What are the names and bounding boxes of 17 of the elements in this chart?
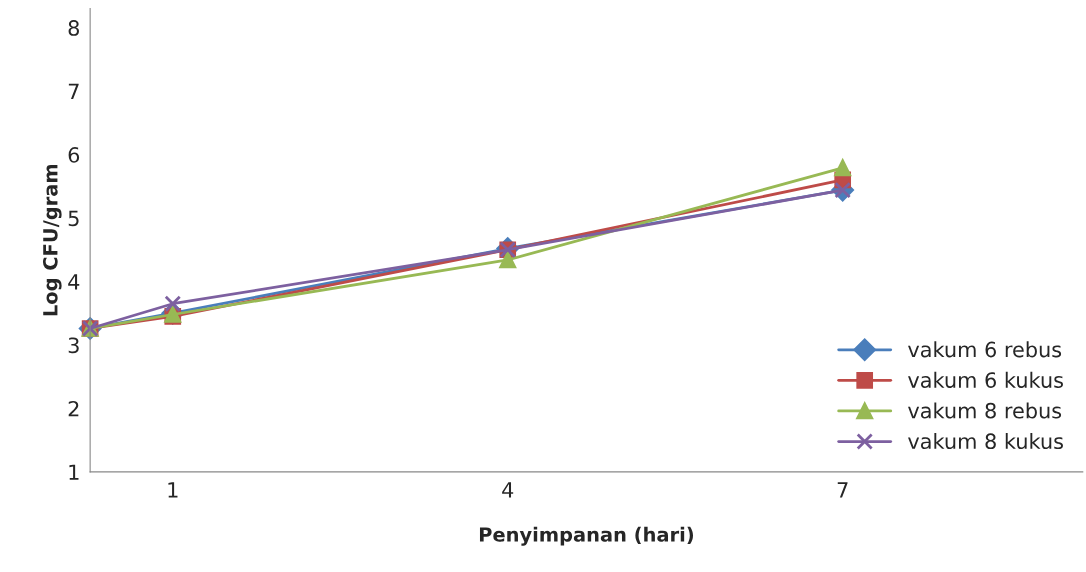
legend-label: vakum 6 kukus [908,371,1063,388]
y-tick-label: 1 [69,464,79,480]
x-tick-label: 1 [168,482,178,498]
y-tick-label: 6 [68,147,80,163]
y-tick-label: 8 [68,20,79,36]
x-tick-label: 7 [837,482,848,498]
y-axis-title: Log CFU/gram [42,164,62,316]
legend-label: vakum 6 rebus [908,341,1062,358]
y-tick-label: 7 [68,83,79,99]
y-tick-label: 4 [68,274,80,290]
y-tick-label: 2 [68,400,79,417]
x-axis-title: Penyimpanan (hari) [479,526,694,546]
y-tick-label: 5 [68,210,79,227]
legend-label: vakum 8 kukus [908,432,1063,450]
y-tick-label: 3 [68,337,79,354]
legend-label: vakum 8 rebus [908,402,1062,419]
x-tick-label: 4 [502,482,514,498]
